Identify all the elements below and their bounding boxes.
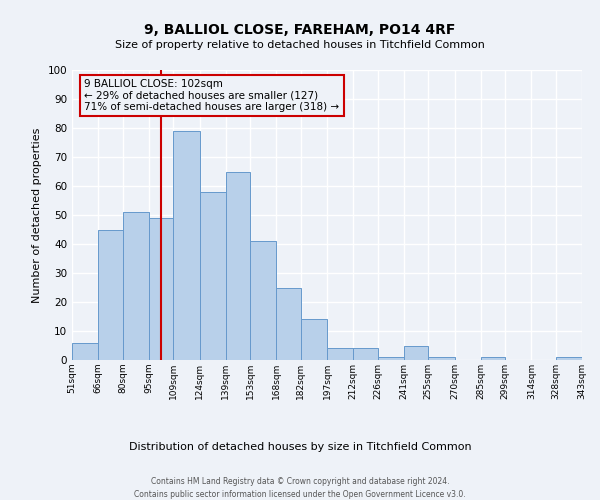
Text: Contains HM Land Registry data © Crown copyright and database right 2024.: Contains HM Land Registry data © Crown c… — [151, 478, 449, 486]
Bar — [199, 192, 226, 360]
Bar — [122, 212, 149, 360]
Text: Contains public sector information licensed under the Open Government Licence v3: Contains public sector information licen… — [134, 490, 466, 499]
Bar — [481, 357, 505, 360]
Bar — [428, 357, 455, 360]
Bar — [327, 348, 353, 360]
Bar — [98, 230, 122, 360]
Bar — [226, 172, 250, 360]
Bar — [72, 342, 98, 360]
Bar — [301, 320, 327, 360]
Text: 9 BALLIOL CLOSE: 102sqm
← 29% of detached houses are smaller (127)
71% of semi-d: 9 BALLIOL CLOSE: 102sqm ← 29% of detache… — [84, 78, 340, 112]
Bar — [404, 346, 428, 360]
Bar — [277, 288, 301, 360]
Bar — [353, 348, 377, 360]
Text: Distribution of detached houses by size in Titchfield Common: Distribution of detached houses by size … — [128, 442, 472, 452]
Bar — [149, 218, 173, 360]
Bar — [173, 131, 199, 360]
Text: Size of property relative to detached houses in Titchfield Common: Size of property relative to detached ho… — [115, 40, 485, 50]
Bar — [556, 357, 582, 360]
Bar — [377, 357, 404, 360]
Y-axis label: Number of detached properties: Number of detached properties — [32, 128, 42, 302]
Text: 9, BALLIOL CLOSE, FAREHAM, PO14 4RF: 9, BALLIOL CLOSE, FAREHAM, PO14 4RF — [145, 22, 455, 36]
Bar — [250, 241, 277, 360]
